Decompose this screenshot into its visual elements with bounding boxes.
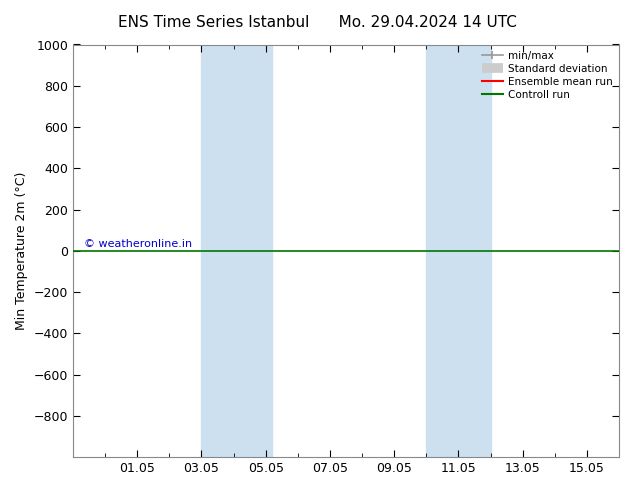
Bar: [202, 45, 272, 457]
Y-axis label: Min Temperature 2m (°C): Min Temperature 2m (°C): [15, 172, 28, 330]
Text: © weatheronline.in: © weatheronline.in: [84, 239, 192, 249]
Legend: min/max, Standard deviation, Ensemble mean run, Controll run: min/max, Standard deviation, Ensemble me…: [478, 47, 617, 104]
Bar: [426, 45, 491, 457]
Text: ENS Time Series Istanbul      Mo. 29.04.2024 14 UTC: ENS Time Series Istanbul Mo. 29.04.2024 …: [117, 15, 517, 30]
